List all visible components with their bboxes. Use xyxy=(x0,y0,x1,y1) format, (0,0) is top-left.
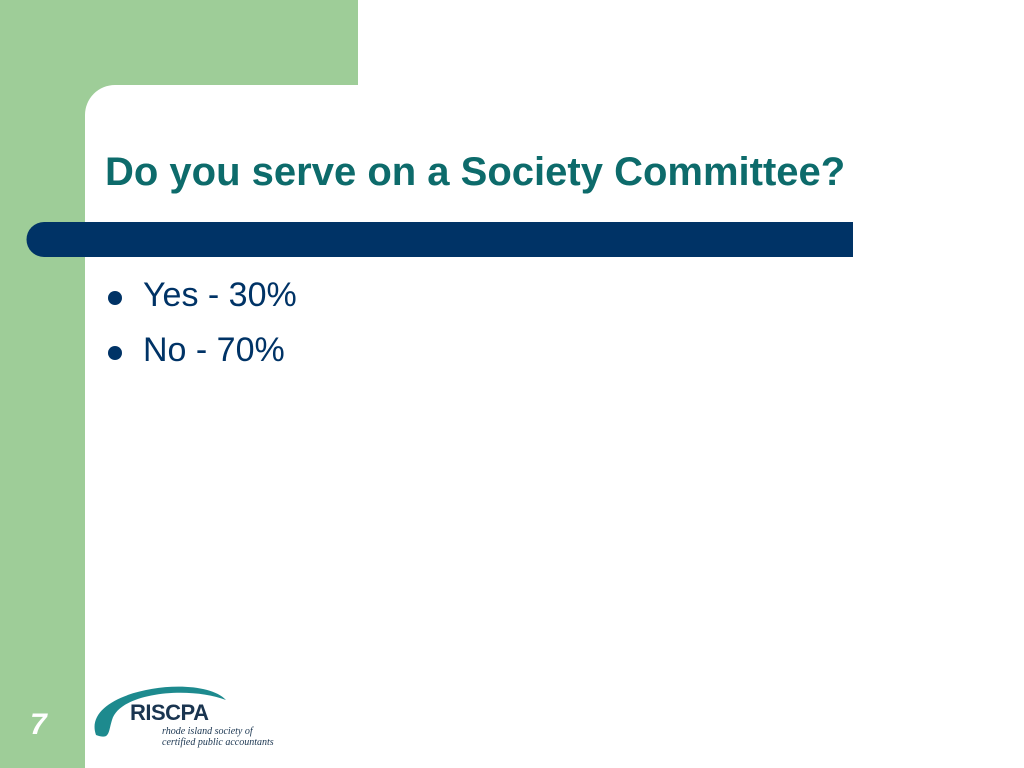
slide-title: Do you serve on a Society Committee? xyxy=(105,150,846,194)
logo-swoosh xyxy=(94,686,226,737)
bullet-dot xyxy=(108,291,122,305)
page-number: 7 xyxy=(30,708,47,741)
logo-tagline: certified public accountants xyxy=(162,737,274,748)
logo-tagline: rhode island society of xyxy=(162,726,253,737)
title-rule xyxy=(26,222,854,257)
bullet-text: No - 70% xyxy=(143,331,285,369)
logo-name: RISCPA xyxy=(130,700,209,725)
green-band xyxy=(0,0,358,768)
bullet-text: Yes - 30% xyxy=(143,276,297,314)
bullet-dot xyxy=(108,346,122,360)
